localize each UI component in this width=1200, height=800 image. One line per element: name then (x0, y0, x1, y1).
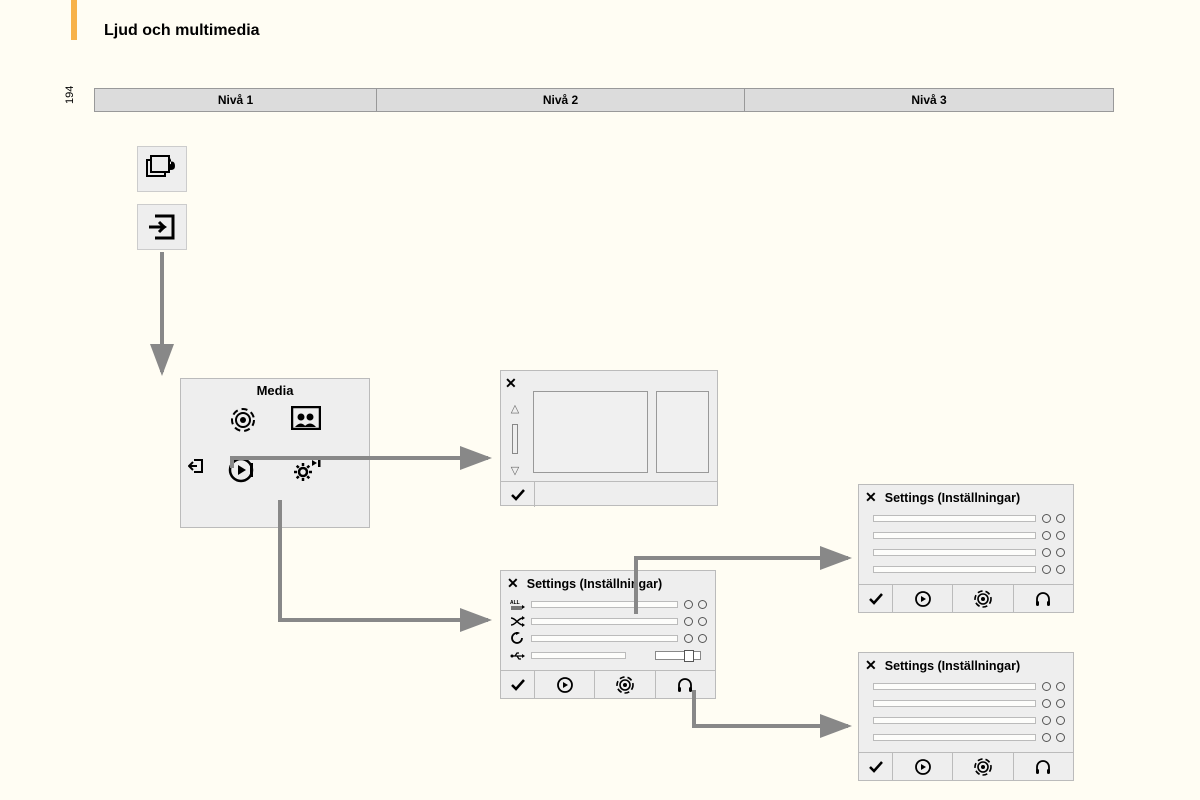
flow-arrows (0, 0, 1200, 800)
